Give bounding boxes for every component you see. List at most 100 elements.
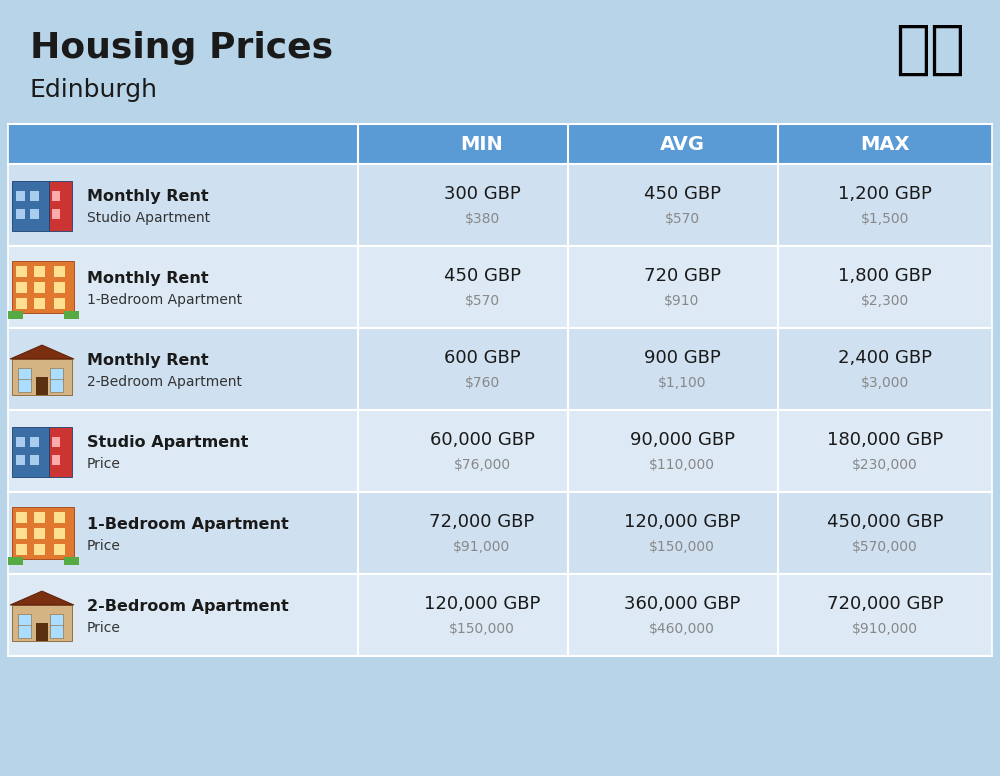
Bar <box>50 615 63 627</box>
Text: $91,000: $91,000 <box>453 540 511 554</box>
Bar <box>16 282 27 293</box>
FancyBboxPatch shape <box>12 605 72 641</box>
Bar <box>52 437 60 447</box>
FancyBboxPatch shape <box>8 124 992 164</box>
Text: Monthly Rent: Monthly Rent <box>87 352 209 368</box>
Bar <box>52 455 60 465</box>
FancyBboxPatch shape <box>49 181 72 231</box>
Bar <box>54 298 65 309</box>
Bar <box>52 209 60 219</box>
FancyBboxPatch shape <box>12 359 72 395</box>
FancyBboxPatch shape <box>8 574 992 656</box>
FancyBboxPatch shape <box>8 410 992 492</box>
Text: $570: $570 <box>464 294 500 308</box>
Text: 1-Bedroom Apartment: 1-Bedroom Apartment <box>87 293 242 307</box>
Text: Studio Apartment: Studio Apartment <box>87 435 248 449</box>
Text: $570,000: $570,000 <box>852 540 918 554</box>
Bar <box>34 544 45 555</box>
FancyBboxPatch shape <box>8 246 992 328</box>
Text: $150,000: $150,000 <box>649 540 715 554</box>
Text: 90,000 GBP: 90,000 GBP <box>630 431 734 449</box>
Text: Edinburgh: Edinburgh <box>30 78 158 102</box>
Bar <box>36 623 48 641</box>
Text: 120,000 GBP: 120,000 GBP <box>624 513 740 531</box>
Text: 2-Bedroom Apartment: 2-Bedroom Apartment <box>87 598 289 614</box>
Bar <box>34 298 45 309</box>
Text: 120,000 GBP: 120,000 GBP <box>424 595 540 613</box>
Text: 1,800 GBP: 1,800 GBP <box>838 267 932 285</box>
Bar <box>16 512 27 523</box>
Text: $2,300: $2,300 <box>861 294 909 308</box>
Bar <box>18 615 31 627</box>
Bar <box>16 298 27 309</box>
Bar <box>16 528 27 539</box>
Text: Studio Apartment: Studio Apartment <box>87 211 210 225</box>
Bar <box>18 379 31 392</box>
Text: 720,000 GBP: 720,000 GBP <box>827 595 943 613</box>
Bar <box>34 282 45 293</box>
Bar <box>50 625 63 638</box>
Text: $380: $380 <box>464 212 500 226</box>
FancyBboxPatch shape <box>12 261 74 313</box>
FancyBboxPatch shape <box>49 427 72 477</box>
Bar <box>30 191 39 201</box>
Bar <box>8 557 23 565</box>
Bar <box>64 311 79 319</box>
Text: $76,000: $76,000 <box>453 458 511 472</box>
Text: $230,000: $230,000 <box>852 458 918 472</box>
Text: AVG: AVG <box>660 134 704 154</box>
Text: 360,000 GBP: 360,000 GBP <box>624 595 740 613</box>
Bar <box>34 266 45 277</box>
Bar <box>64 557 79 565</box>
Text: Price: Price <box>87 539 121 553</box>
Text: 450,000 GBP: 450,000 GBP <box>827 513 943 531</box>
Bar <box>16 266 27 277</box>
Bar <box>36 377 48 395</box>
Bar <box>18 625 31 638</box>
Text: $150,000: $150,000 <box>449 622 515 636</box>
Bar <box>52 191 60 201</box>
Text: 450 GBP: 450 GBP <box>644 185 720 203</box>
Bar <box>18 369 31 381</box>
Text: 180,000 GBP: 180,000 GBP <box>827 431 943 449</box>
Text: 1,200 GBP: 1,200 GBP <box>838 185 932 203</box>
Bar <box>16 209 25 219</box>
Text: $1,100: $1,100 <box>658 376 706 390</box>
Text: 60,000 GBP: 60,000 GBP <box>430 431 534 449</box>
Text: MAX: MAX <box>860 134 910 154</box>
Text: 600 GBP: 600 GBP <box>444 349 520 367</box>
Bar <box>16 455 25 465</box>
Text: 2-Bedroom Apartment: 2-Bedroom Apartment <box>87 375 242 389</box>
Bar <box>54 544 65 555</box>
Text: $910: $910 <box>664 294 700 308</box>
Bar <box>8 311 23 319</box>
Text: Price: Price <box>87 621 121 635</box>
Text: $460,000: $460,000 <box>649 622 715 636</box>
Bar <box>16 191 25 201</box>
Text: 1-Bedroom Apartment: 1-Bedroom Apartment <box>87 517 289 532</box>
Text: 450 GBP: 450 GBP <box>444 267 520 285</box>
Text: Monthly Rent: Monthly Rent <box>87 271 209 286</box>
FancyBboxPatch shape <box>8 328 992 410</box>
FancyBboxPatch shape <box>8 492 992 574</box>
Polygon shape <box>10 345 74 359</box>
Text: $3,000: $3,000 <box>861 376 909 390</box>
Bar <box>54 512 65 523</box>
Text: $570: $570 <box>664 212 700 226</box>
FancyBboxPatch shape <box>12 427 49 477</box>
Text: Housing Prices: Housing Prices <box>30 31 333 65</box>
Text: Monthly Rent: Monthly Rent <box>87 189 209 203</box>
Text: $760: $760 <box>464 376 500 390</box>
Bar <box>30 209 39 219</box>
Text: Price: Price <box>87 457 121 471</box>
Text: $910,000: $910,000 <box>852 622 918 636</box>
Polygon shape <box>10 591 74 605</box>
Bar <box>34 512 45 523</box>
FancyBboxPatch shape <box>12 507 74 559</box>
Bar <box>54 282 65 293</box>
Text: 900 GBP: 900 GBP <box>644 349 720 367</box>
Text: 2,400 GBP: 2,400 GBP <box>838 349 932 367</box>
Bar <box>30 455 39 465</box>
Text: 72,000 GBP: 72,000 GBP <box>429 513 535 531</box>
Bar <box>16 544 27 555</box>
